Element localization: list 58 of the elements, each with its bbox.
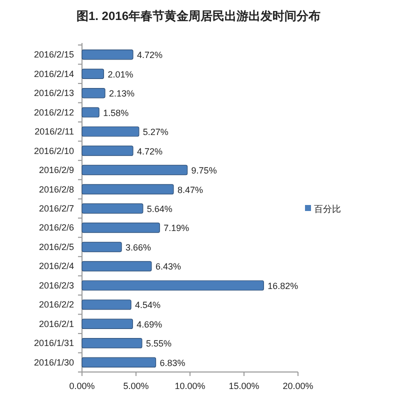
x-tick-label: 0.00% <box>69 381 95 391</box>
bar <box>82 107 100 118</box>
bar <box>82 203 144 214</box>
bar <box>82 126 140 137</box>
y-tick-label: 2016/2/10 <box>34 146 74 156</box>
y-tick-label: 2016/2/13 <box>34 88 74 98</box>
bar <box>82 146 134 156</box>
y-tick-label: 2016/2/3 <box>38 280 74 290</box>
y-tick-label: 2016/2/9 <box>38 165 74 176</box>
y-tick-label: 2016/2/12 <box>34 107 74 118</box>
y-tick-label: 2016/2/4 <box>38 261 74 272</box>
data-label: 8.47% <box>177 184 204 195</box>
x-tick-label: 5.00% <box>123 381 149 391</box>
bar <box>82 68 104 79</box>
data-label: 4.69% <box>136 319 162 330</box>
y-tick-label: 2016/2/2 <box>38 300 74 310</box>
x-tick-label: 15.00% <box>228 381 260 391</box>
y-tick-label: 2016/1/30 <box>34 357 74 368</box>
y-tick-label: 2016/2/7 <box>38 204 74 214</box>
y-tick-label: 2016/1/31 <box>34 338 74 348</box>
bar <box>82 357 156 368</box>
x-tick-label: 10.00% <box>174 381 206 391</box>
data-label: 6.43% <box>155 262 181 272</box>
data-label: 7.19% <box>164 223 190 234</box>
y-tick-label: 2016/2/1 <box>38 318 74 329</box>
chart-title: 图1. 2016年春节黄金周居民出游出发时间分布 <box>76 9 321 23</box>
bar <box>82 88 106 98</box>
data-label: 5.64% <box>146 204 172 214</box>
data-label: 4.72% <box>136 50 163 60</box>
data-label: 4.72% <box>136 146 163 156</box>
bar <box>82 338 142 348</box>
y-tick-label: 2016/2/11 <box>34 126 74 137</box>
bar <box>82 50 134 60</box>
data-label: 5.27% <box>142 127 168 138</box>
data-label: 3.66% <box>126 242 152 252</box>
data-label: 6.83% <box>160 358 186 368</box>
data-label: 9.75% <box>191 166 217 176</box>
y-tick-label: 2016/2/15 <box>34 50 74 60</box>
bar <box>82 242 122 252</box>
y-tick-label: 2016/2/6 <box>38 222 74 233</box>
bar <box>82 222 160 233</box>
y-tick-label: 2016/2/8 <box>38 184 74 194</box>
bar <box>82 280 264 291</box>
bar <box>82 261 152 272</box>
data-label: 2.13% <box>109 88 135 99</box>
y-tick-label: 2016/2/5 <box>38 242 74 252</box>
legend-label: 百分比 <box>314 204 341 214</box>
x-tick-label: 20.00% <box>282 381 314 391</box>
data-label: 4.54% <box>135 300 161 310</box>
bar <box>82 318 133 330</box>
data-label: 5.55% <box>146 338 172 349</box>
bar <box>82 300 132 310</box>
data-label: 16.82% <box>268 280 298 291</box>
bar <box>82 164 188 176</box>
y-tick-label: 2016/2/14 <box>34 68 74 79</box>
data-label: 2.01% <box>108 69 134 80</box>
data-label: 1.58% <box>103 108 129 118</box>
bar <box>82 184 174 194</box>
